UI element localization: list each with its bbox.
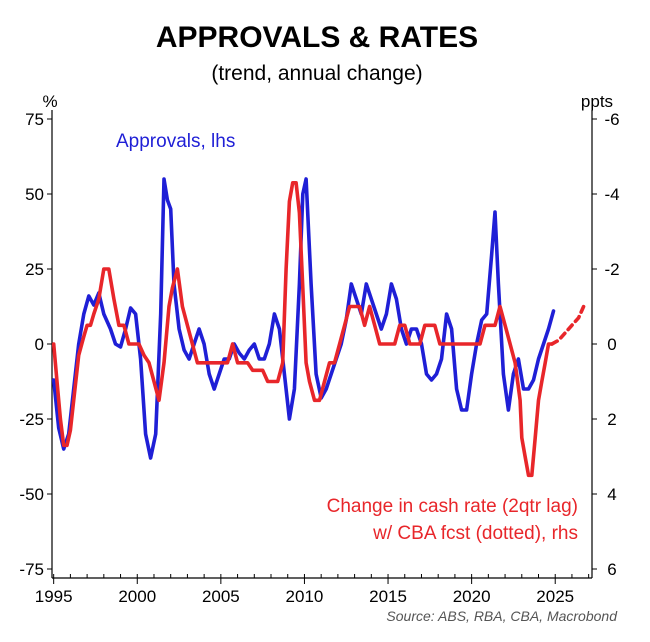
left-tick-label: 25 bbox=[25, 260, 44, 279]
cash-rate-label-line2: w/ CBA fcst (dotted), rhs bbox=[372, 523, 578, 544]
chart-title: APPROVALS & RATES bbox=[156, 21, 478, 54]
cash-rate-forecast-line bbox=[550, 304, 586, 346]
source-note: Source: ABS, RBA, CBA, Macrobond bbox=[386, 608, 618, 624]
right-tick-label: -2 bbox=[604, 260, 619, 279]
approvals-line bbox=[51, 177, 556, 460]
x-tick-label: 2015 bbox=[369, 587, 407, 606]
left-tick-label: 75 bbox=[25, 110, 44, 129]
left-tick-label: 0 bbox=[35, 335, 44, 354]
left-tick-label: -50 bbox=[19, 485, 44, 504]
x-tick-label: 2020 bbox=[453, 587, 491, 606]
chart-subtitle: (trend, annual change) bbox=[211, 62, 422, 85]
left-tick-label: -75 bbox=[19, 560, 44, 579]
left-tick-label: -25 bbox=[19, 410, 44, 429]
right-tick-label: 6 bbox=[607, 560, 616, 579]
x-tick-label: 2010 bbox=[286, 587, 324, 606]
x-tick-label: 2005 bbox=[202, 587, 240, 606]
approvals-label: Approvals, lhs bbox=[116, 131, 235, 152]
right-axis-unit: ppts bbox=[581, 92, 613, 111]
x-tick-label: 2025 bbox=[536, 587, 574, 606]
left-axis-unit: % bbox=[42, 92, 57, 111]
x-tick-label: 2000 bbox=[118, 587, 156, 606]
right-tick-label: 2 bbox=[607, 410, 616, 429]
right-tick-label: 0 bbox=[607, 335, 616, 354]
cash-rate-line bbox=[51, 181, 554, 478]
right-tick-label: -6 bbox=[604, 110, 619, 129]
right-tick-label: 4 bbox=[607, 485, 616, 504]
right-tick-label: -4 bbox=[604, 185, 619, 204]
left-tick-label: 50 bbox=[25, 185, 44, 204]
cash-rate-label-line1: Change in cash rate (2qtr lag) bbox=[327, 496, 578, 517]
axes: 75 50 25 0 -25 -50 -75 -6 -4 -2 0 2 4 6 1995 2000 2005 20… bbox=[19, 110, 620, 606]
series-lines bbox=[51, 177, 586, 478]
x-tick-label: 1995 bbox=[35, 587, 73, 606]
